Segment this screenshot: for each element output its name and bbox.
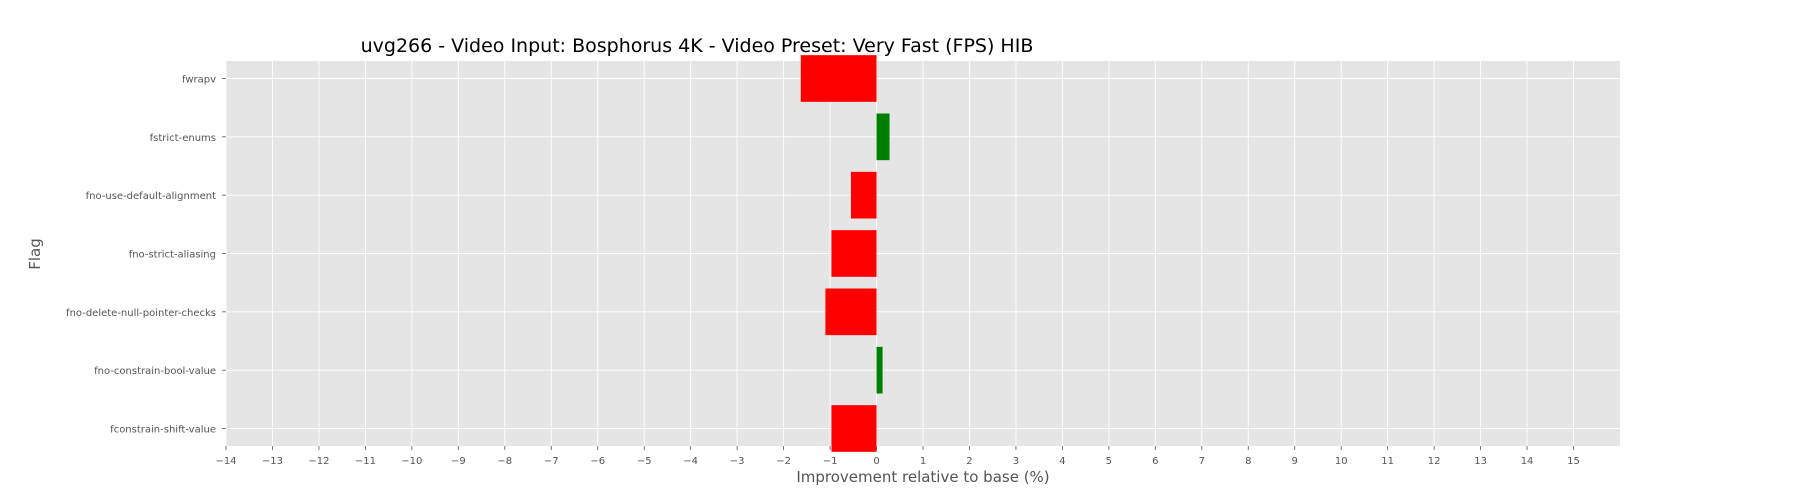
- x-tick-label: −14: [215, 456, 236, 467]
- x-tick-label: 9: [1292, 456, 1298, 467]
- x-tick-label: −6: [590, 456, 605, 467]
- x-tick-label: 11: [1381, 456, 1394, 467]
- bars: [800, 55, 890, 452]
- y-axis-ticks: fwrapv fstrict-enums fno-use-default-align…: [66, 75, 226, 436]
- x-tick-label: −12: [308, 456, 329, 467]
- y-tick-label: fno-delete-null-pointer-checks: [66, 308, 216, 319]
- grid-lines: [225, 61, 1620, 446]
- x-tick-label: −10: [401, 456, 422, 467]
- x-tick-label: 5: [1106, 456, 1112, 467]
- x-tick-label: 2: [966, 456, 972, 467]
- x-tick-label: 6: [1152, 456, 1158, 467]
- bar-fno-constrain-bool-value: [876, 346, 883, 394]
- chart-title: uvg266 - Video Input: Bosphorus 4K - Vid…: [361, 35, 1034, 57]
- y-tick-label: fno-constrain-bool-value: [94, 366, 216, 377]
- y-axis-label: Flag: [26, 238, 44, 270]
- x-tick-label: 14: [1521, 456, 1534, 467]
- x-tick-label: 1: [920, 456, 926, 467]
- x-axis-label: Improvement relative to base (%): [796, 468, 1049, 486]
- bar-fno-strict-aliasing: [831, 230, 877, 277]
- x-tick-label: −8: [497, 456, 512, 467]
- x-tick-label: 8: [1245, 456, 1251, 467]
- x-tick-label: 7: [1199, 456, 1205, 467]
- x-tick-label: −2: [776, 456, 791, 467]
- x-tick-label: 10: [1335, 456, 1348, 467]
- y-tick-label: fconstrain-shift-value: [110, 425, 216, 436]
- x-tick-label: 15: [1567, 456, 1580, 467]
- x-tick-label: 4: [1059, 456, 1065, 467]
- x-tick-label: −7: [544, 456, 559, 467]
- bar-fstrict-enums: [876, 113, 890, 161]
- bar-fno-delete-null-pointer-checks: [825, 288, 877, 336]
- y-tick-label: fwrapv: [182, 75, 216, 86]
- x-tick-label: 13: [1474, 456, 1487, 467]
- x-tick-label: 0: [873, 456, 879, 467]
- y-tick-label: fstrict-enums: [150, 133, 216, 144]
- x-tick-label: 12: [1428, 456, 1441, 467]
- x-tick-label: −1: [823, 456, 838, 467]
- bar-fconstrain-shift-value: [831, 405, 877, 452]
- x-tick-label: −11: [355, 456, 376, 467]
- y-tick-label: fno-use-default-alignment: [86, 191, 216, 202]
- x-tick-label: −13: [262, 456, 283, 467]
- bar-fno-use-default-alignment: [850, 171, 877, 219]
- x-axis-ticks: −14 −13 −12 −11 −10 −9 −8 −7 −6 −5 −4 −3 −2 −1 0 1 2 3 4 5 6…: [215, 446, 1580, 467]
- x-tick-label: 3: [1013, 456, 1019, 467]
- x-tick-label: −4: [683, 456, 698, 467]
- x-tick-label: −3: [730, 456, 745, 467]
- y-tick-label: fno-strict-aliasing: [129, 250, 216, 261]
- bar-fwrapv: [800, 55, 877, 102]
- x-tick-label: −5: [637, 456, 652, 467]
- x-tick-label: −9: [451, 456, 466, 467]
